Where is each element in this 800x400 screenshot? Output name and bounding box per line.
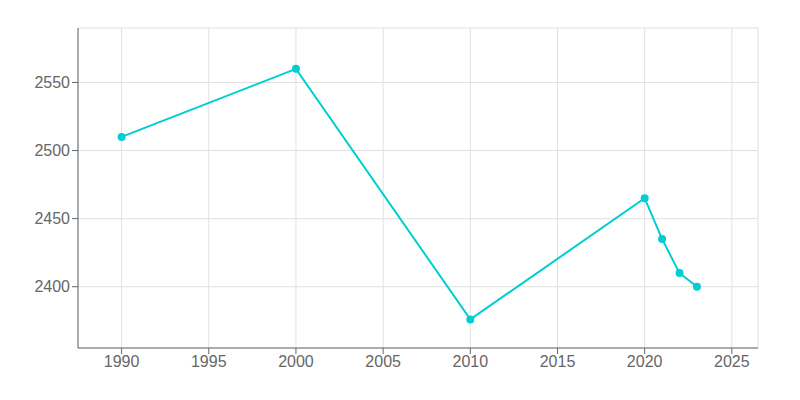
svg-text:2000: 2000 (278, 353, 314, 370)
svg-text:2025: 2025 (714, 353, 750, 370)
svg-text:2010: 2010 (453, 353, 489, 370)
svg-text:2450: 2450 (34, 210, 70, 227)
svg-text:2015: 2015 (540, 353, 576, 370)
svg-text:2005: 2005 (365, 353, 401, 370)
svg-text:1990: 1990 (104, 353, 140, 370)
svg-text:2550: 2550 (34, 74, 70, 91)
svg-text:2020: 2020 (627, 353, 663, 370)
svg-text:2500: 2500 (34, 142, 70, 159)
svg-text:1995: 1995 (191, 353, 227, 370)
svg-text:2400: 2400 (34, 278, 70, 295)
